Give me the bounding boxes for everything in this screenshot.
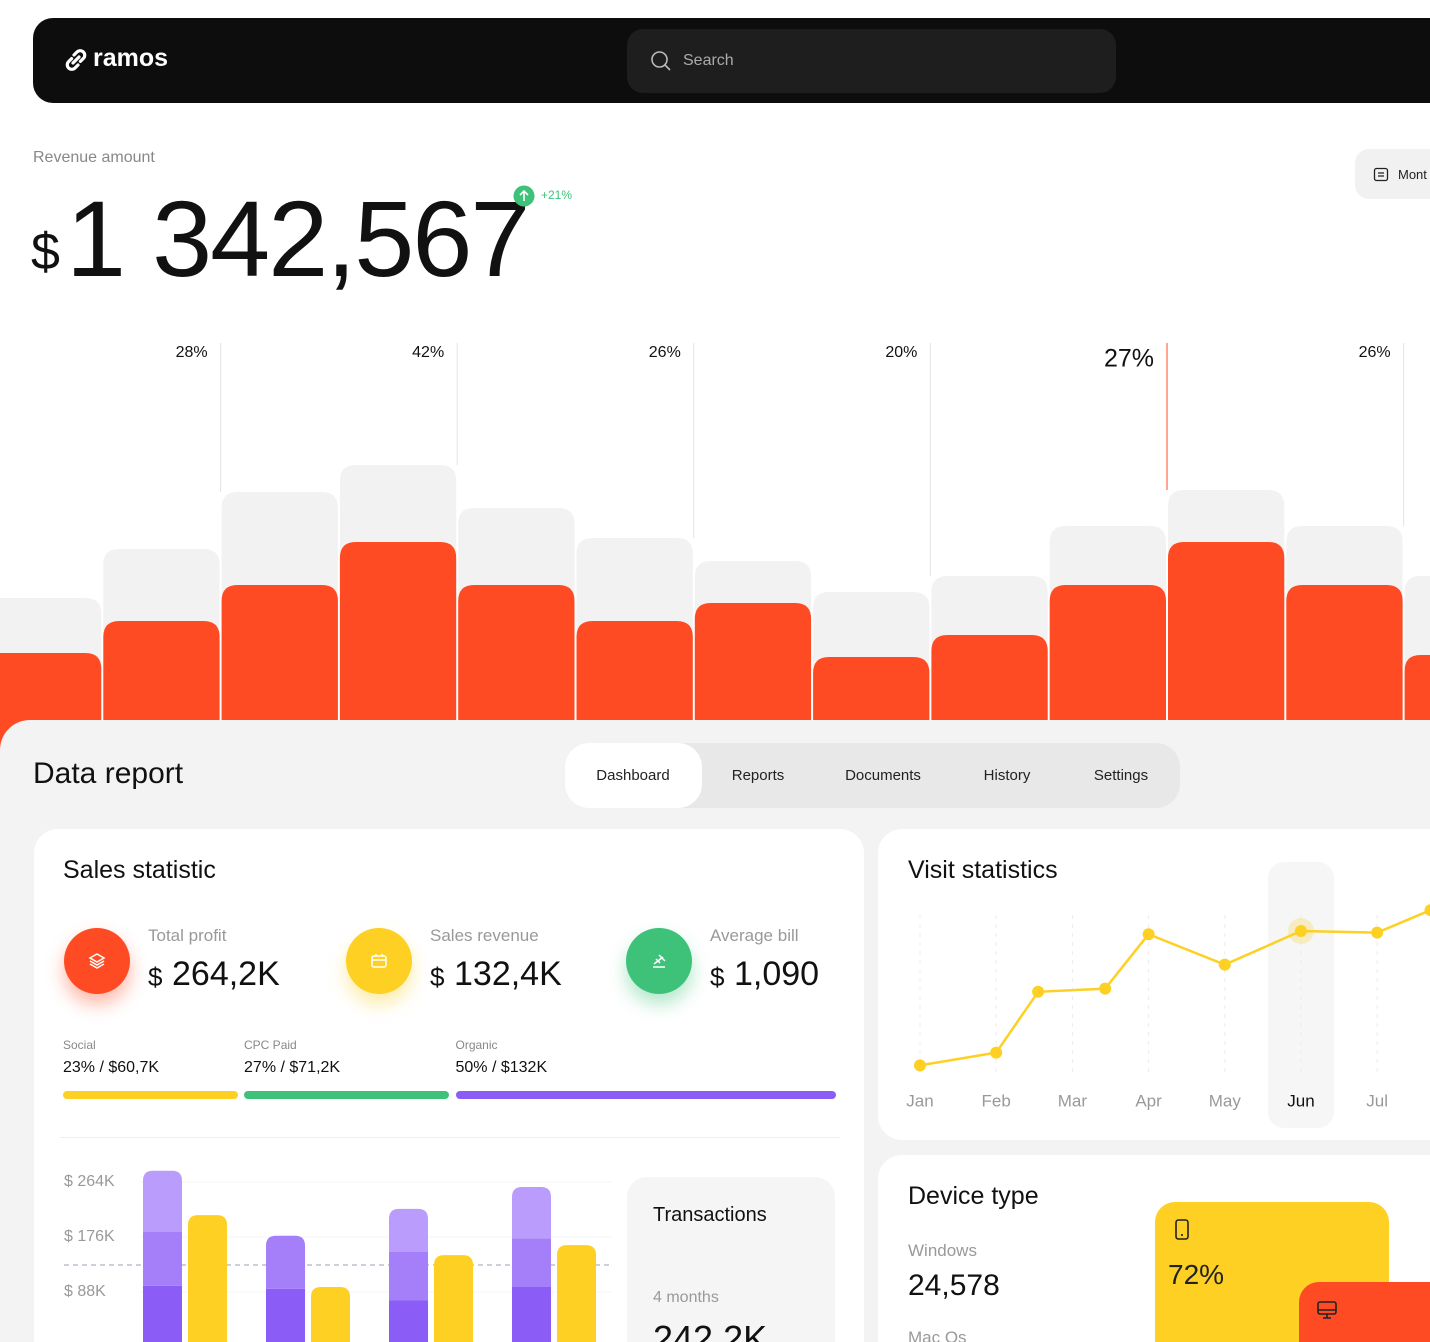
device-value: 24,578	[908, 1269, 1000, 1302]
tab[interactable]: Documents	[845, 767, 921, 784]
source-label: 27% / $71,2K	[244, 1059, 341, 1076]
visits-title: Visit statistics	[908, 856, 1058, 884]
report-title: Data report	[33, 757, 184, 790]
sales-title: Sales statistic	[63, 856, 216, 884]
mobile-share: 72%	[1168, 1259, 1225, 1290]
stat-value: 264,2K	[172, 955, 280, 993]
marker-label: 28%	[176, 344, 208, 361]
revenue-bar	[339, 465, 457, 750]
search-box[interactable]	[627, 29, 1116, 93]
logo: ramos	[93, 44, 169, 72]
stat-label: Average bill	[710, 926, 799, 945]
revenue-bar	[576, 538, 693, 750]
revenue-bar	[1168, 542, 1285, 750]
period-label: Mont	[1398, 167, 1427, 182]
active-tab-bg	[565, 743, 702, 808]
stat-value: 1,090	[734, 955, 820, 993]
source-bar	[63, 1091, 239, 1099]
transactions-period: 4 months	[653, 1289, 719, 1306]
stat-label: Total profit	[148, 926, 227, 945]
transactions-value: 242,2K	[653, 1318, 768, 1342]
source-bar	[244, 1091, 450, 1099]
divider	[60, 1137, 840, 1138]
source-bar	[455, 1091, 836, 1099]
revenue-change: +21%	[541, 188, 573, 202]
transactions-title: Transactions	[653, 1204, 767, 1226]
stat-glyph	[653, 954, 666, 968]
stat-icon	[346, 928, 412, 994]
tab[interactable]: History	[983, 767, 1031, 784]
stat-glyph	[371, 954, 387, 968]
stat-icon	[64, 928, 130, 994]
source-label: 23% / $60,7K	[63, 1059, 160, 1076]
source-name: CPC Paid	[244, 1038, 297, 1052]
marker-label: 20%	[885, 344, 917, 361]
change-icon	[513, 185, 535, 207]
revenue-amount: 1 342,567	[66, 178, 530, 299]
phone-icon	[1175, 1219, 1189, 1240]
revenue-currency: $	[31, 223, 60, 281]
calendar-icon	[1373, 167, 1389, 182]
tab[interactable]: Reports	[731, 767, 785, 784]
revenue-bar	[339, 542, 457, 750]
search-icon	[651, 51, 671, 71]
source-name: Social	[63, 1038, 96, 1052]
logo-icon	[65, 49, 87, 71]
revenue-bar	[458, 508, 575, 750]
tab[interactable]: Dashboard	[596, 767, 670, 784]
stat-currency: $	[710, 962, 725, 992]
stat-currency: $	[148, 962, 163, 992]
device-label: Windows	[908, 1241, 977, 1260]
device-label: Mac Os	[908, 1328, 967, 1342]
revenue-bar	[1286, 526, 1403, 750]
source-name: Organic	[455, 1038, 498, 1052]
marker-label: 42%	[412, 344, 444, 361]
transactions-card	[627, 1177, 835, 1342]
revenue-label: Revenue amount	[33, 149, 155, 166]
revenue-bar	[221, 492, 338, 750]
marker-label: 27%	[1104, 345, 1154, 373]
tab[interactable]: Settings	[1093, 767, 1149, 784]
monitor-icon	[1317, 1301, 1337, 1319]
source-label: 50% / $132K	[455, 1059, 548, 1076]
stat-label: Sales revenue	[430, 926, 539, 945]
marker-label: 26%	[1359, 344, 1391, 361]
stat-glyph	[88, 953, 106, 969]
period-button[interactable]	[1355, 149, 1430, 199]
revenue-bar	[1049, 526, 1166, 750]
stat-value: 132,4K	[454, 955, 562, 993]
search-placeholder: Search	[683, 52, 734, 69]
marker-label: 26%	[649, 344, 681, 361]
device-title: Device type	[908, 1182, 1039, 1210]
desktop-card	[1299, 1282, 1430, 1342]
revenue-bar	[1168, 490, 1285, 750]
stat-currency: $	[430, 962, 445, 992]
